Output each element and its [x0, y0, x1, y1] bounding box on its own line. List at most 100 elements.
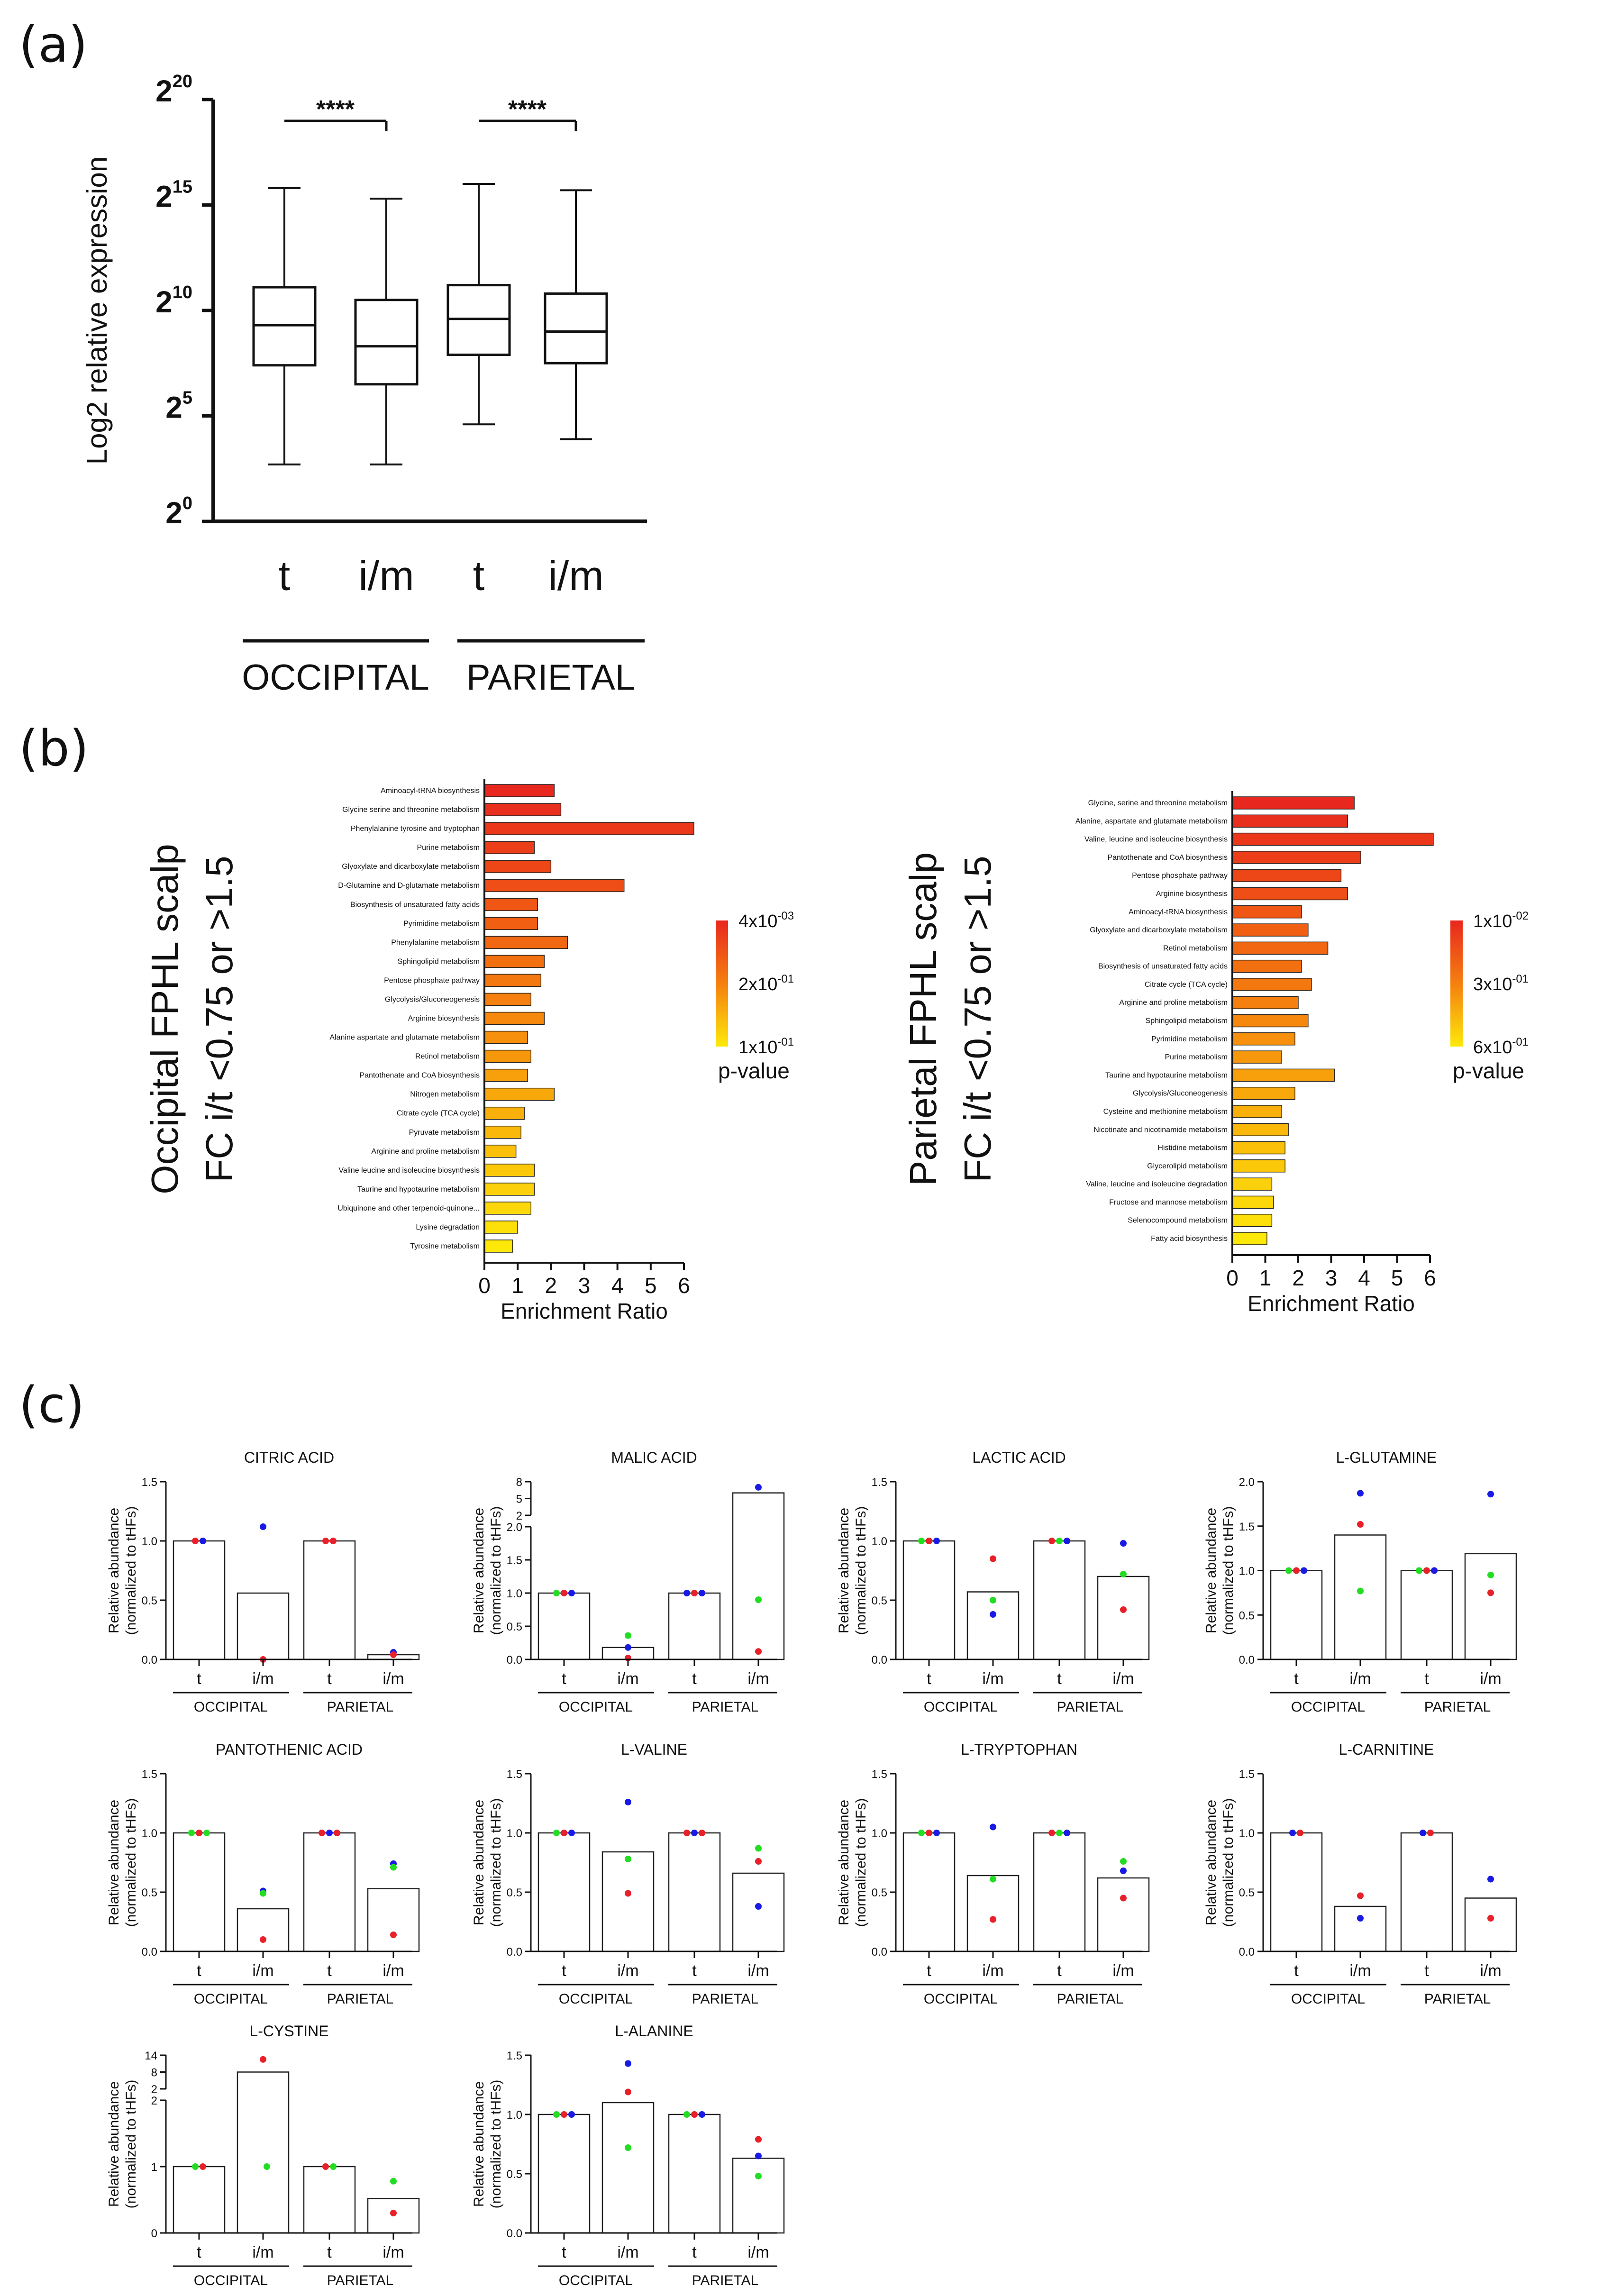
- y-tick-label: 1.5: [142, 1768, 157, 1781]
- group-label-occipital: OCCIPITAL: [194, 1699, 268, 1715]
- abundance-bar: [1400, 1832, 1453, 1952]
- enrichment-bar: [484, 803, 562, 816]
- y-axis-label: Relative abundance (normalized to tHFs): [106, 1506, 139, 1635]
- sample-point: [192, 1538, 199, 1544]
- sample-point: [691, 1830, 698, 1836]
- sample-point: [625, 1632, 631, 1639]
- pathway-label: Pantothenate and CoA biosynthesis: [359, 1072, 480, 1080]
- abundance-bar: [1464, 1897, 1517, 1952]
- chart-b-parietal: Glycine, serine and threonine metabolism…: [902, 791, 1529, 1316]
- sample-point: [568, 1830, 575, 1836]
- chart-a-boxplot: 20 25 210 215 220 Log2 relative expression t i/…: [81, 72, 647, 698]
- sample-point: [933, 1830, 940, 1836]
- significance-stars: ****: [508, 96, 547, 123]
- sample-point: [1487, 1589, 1494, 1596]
- sample-point: [1056, 1830, 1063, 1836]
- sample-point: [990, 1823, 996, 1831]
- y-axis-label: Relative abundance (normalized to tHFs): [1203, 1506, 1236, 1635]
- y-tick-label: 215: [155, 177, 192, 214]
- x-tick-label: 4: [611, 1273, 624, 1298]
- abundance-bar: [1270, 1832, 1323, 1952]
- subplot-title: CITRIC ACID: [244, 1449, 334, 1466]
- enrichment-bar: [484, 860, 552, 873]
- abundance-bar: [1033, 1832, 1086, 1952]
- sample-point: [1357, 1915, 1364, 1922]
- pathway-label: Glycerolipid metabolism: [1147, 1162, 1228, 1170]
- sample-point: [755, 2173, 762, 2179]
- sample-point: [260, 1936, 266, 1943]
- sample-point: [625, 1890, 631, 1897]
- x-tick-label: 3: [1325, 1266, 1338, 1290]
- sample-point: [553, 2111, 560, 2118]
- category-label: t: [692, 1962, 697, 1980]
- pathway-label: Taurine and hypotaurine metabolism: [1105, 1071, 1228, 1079]
- abundance-bar: [1400, 1570, 1453, 1660]
- sample-point: [1487, 1915, 1494, 1922]
- sample-point: [990, 1611, 996, 1618]
- category-label: i/m: [252, 1962, 273, 1980]
- y-tick-label: 8: [151, 2067, 157, 2079]
- group-label-parietal: PARIETAL: [1424, 1991, 1491, 2007]
- pathway-label: Sphingolipid metabolism: [398, 957, 480, 966]
- pathway-label: Valine, leucine and isoleucine degradati…: [1086, 1180, 1228, 1188]
- abundance-bar: [173, 2166, 226, 2234]
- sample-point: [1120, 1571, 1127, 1577]
- sample-point: [1487, 1876, 1494, 1883]
- y-tick-label: 5: [516, 1493, 522, 1506]
- sample-point: [755, 1648, 762, 1655]
- pathway-label: Ubiquinone and other terpenoid-quinone..…: [337, 1204, 480, 1212]
- subplot-title: MALIC ACID: [611, 1449, 697, 1466]
- y-tick-label: 0.0: [507, 2227, 522, 2240]
- pathway-label: Cysteine and methionine metabolism: [1103, 1108, 1228, 1116]
- y-tick-label: 1.5: [142, 1476, 157, 1489]
- pathway-label: Arginine biosynthesis: [1156, 890, 1228, 898]
- colorbar-tick-label: 2x10-01: [738, 973, 794, 994]
- subplot-9: L-ALANINE 0.0 0.5 1.0 1.5 Relative abundance(…: [471, 2023, 785, 2288]
- category-label: i/m: [982, 1962, 1003, 1980]
- abundance-bar: [537, 2114, 591, 2234]
- x-axis-label: Enrichment Ratio: [501, 1299, 668, 1323]
- y-tick-label: 0.0: [1239, 1654, 1255, 1667]
- pathway-label: Pantothenate and CoA biosynthesis: [1107, 854, 1228, 862]
- x-tick-label: 3: [578, 1273, 591, 1298]
- enrichment-bar: [1232, 869, 1342, 882]
- pathway-label: Nitrogen metabolism: [410, 1091, 480, 1099]
- category-label: i/m: [383, 2243, 404, 2261]
- sample-point: [683, 1590, 690, 1596]
- subplot-title: LACTIC ACID: [972, 1449, 1066, 1466]
- sample-point: [691, 2111, 698, 2118]
- y-tick-label: 220: [155, 72, 192, 108]
- y-tick-label: 210: [155, 282, 192, 319]
- abundance-bar: [173, 1832, 226, 1952]
- pathway-label: Phenylalanine metabolism: [391, 938, 480, 947]
- subplot-title: L-CARNITINE: [1339, 1741, 1434, 1758]
- x-tick-label: 6: [1424, 1266, 1436, 1290]
- group-label-occipital: OCCIPITAL: [559, 1991, 633, 2007]
- abundance-bar: [902, 1832, 956, 1952]
- subplot-4: PANTOTHENIC ACID 0.0 0.5 1.0 1.5 Relative abu…: [106, 1741, 420, 2007]
- abundance-bar: [303, 1832, 356, 1952]
- pathway-label: Retinol metabolism: [415, 1053, 480, 1061]
- sample-point: [568, 2111, 575, 2118]
- x-tick-label: 0: [1226, 1266, 1239, 1290]
- enrichment-bar: [484, 1164, 535, 1177]
- sample-point: [1427, 1830, 1434, 1836]
- abundance-bar: [732, 1492, 785, 1660]
- category-label: i/m: [747, 2243, 769, 2261]
- enrichment-bar: [1232, 1014, 1309, 1028]
- colorbar: [1450, 920, 1463, 1047]
- y-tick-label: 1.5: [1239, 1768, 1255, 1781]
- pathway-label: Citrate cycle (TCA cycle): [397, 1110, 480, 1118]
- group-label-occipital: OCCIPITAL: [924, 1991, 998, 2007]
- subplot-title: L-ALANINE: [615, 2023, 693, 2040]
- group-label-parietal: PARIETAL: [1057, 1991, 1124, 2007]
- y-axis-label: Relative abundance (normalized to tHFs): [1203, 1798, 1236, 1927]
- abundance-bar: [668, 1832, 721, 1952]
- sample-point: [200, 2163, 206, 2170]
- y-tick-label: 1.0: [142, 1535, 157, 1548]
- sample-point: [260, 1890, 266, 1897]
- x-tick-label: 4: [1358, 1266, 1370, 1290]
- sample-point: [625, 2088, 631, 2096]
- sample-point: [990, 1876, 996, 1883]
